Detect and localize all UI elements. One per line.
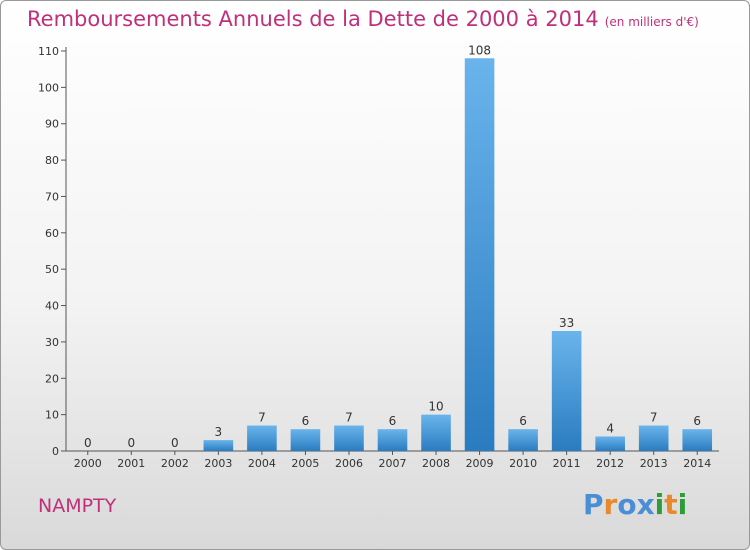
bar: [421, 414, 451, 451]
logo-letter: t: [664, 488, 678, 521]
x-tick-label: 2001: [117, 457, 145, 470]
x-tick-label: 2011: [553, 457, 581, 470]
data-label: 0: [127, 436, 135, 450]
logo-letter: i: [677, 488, 688, 521]
logo-letter: P: [583, 488, 604, 521]
data-label: 108: [468, 43, 491, 57]
chart-title: Remboursements Annuels de la Dette de 20…: [27, 7, 699, 31]
logo-letter: r: [603, 488, 618, 521]
chart-title-main: Remboursements Annuels de la Dette de 20…: [27, 7, 599, 31]
data-label: 6: [519, 414, 527, 428]
x-tick-label: 2000: [74, 457, 102, 470]
y-tick-label: 0: [52, 445, 59, 458]
y-tick-label: 10: [45, 409, 59, 422]
y-tick-label: 60: [45, 227, 59, 240]
bar: [638, 425, 669, 451]
x-tick-label: 2006: [335, 457, 363, 470]
x-tick-label: 2010: [509, 457, 537, 470]
y-tick-label: 40: [45, 300, 59, 313]
data-label: 10: [428, 400, 443, 414]
logo-letter: x: [636, 488, 655, 521]
data-label: 7: [650, 411, 658, 425]
chart-labels: 2000 0 2001 0 2002 0 2003 3 2004 7 2005 6 2006 7 2007 6…: [74, 43, 711, 470]
x-tick-label: 2008: [422, 457, 450, 470]
x-tick-label: 2014: [683, 457, 711, 470]
data-label: 6: [693, 414, 701, 428]
bar: [203, 440, 234, 451]
data-label: 6: [389, 414, 397, 428]
y-tick-label: 50: [45, 263, 59, 276]
data-label: 0: [171, 436, 179, 450]
bar: [334, 425, 364, 451]
data-label: 3: [215, 425, 223, 439]
bar: [290, 429, 321, 451]
x-tick-label: 2002: [161, 457, 189, 470]
x-tick-label: 2003: [204, 457, 232, 470]
bar: [682, 429, 713, 451]
y-tick-label: 90: [45, 118, 59, 131]
data-label: 7: [258, 411, 266, 425]
y-tick-label: 100: [38, 81, 59, 94]
bar: [464, 58, 495, 451]
x-tick-label: 2007: [379, 457, 407, 470]
bar: [377, 429, 408, 451]
chart-bars: [203, 58, 713, 451]
data-label: 6: [302, 414, 310, 428]
x-tick-label: 2005: [291, 457, 319, 470]
proxiti-logo[interactable]: Proxiti: [583, 488, 687, 521]
bar: [551, 331, 582, 451]
y-tick-label: 20: [45, 372, 59, 385]
x-tick-label: 2004: [248, 457, 276, 470]
x-tick-label: 2009: [466, 457, 494, 470]
logo-letter: o: [617, 488, 637, 521]
x-tick-label: 2012: [596, 457, 624, 470]
y-tick-label: 110: [38, 45, 59, 58]
y-tick-label: 70: [45, 190, 59, 203]
data-label: 0: [84, 436, 92, 450]
bar: [595, 436, 625, 451]
bar: [508, 429, 538, 451]
chart-unit: (en milliers d'€): [604, 15, 699, 29]
logo-letter: i: [654, 488, 665, 521]
data-label: 4: [606, 421, 614, 435]
y-tick-label: 80: [45, 154, 59, 167]
commune-name: NAMPTY: [38, 495, 117, 517]
data-label: 33: [559, 316, 574, 330]
y-tick-label: 30: [45, 336, 59, 349]
bar: [247, 425, 277, 451]
x-tick-label: 2013: [640, 457, 668, 470]
data-label: 7: [345, 411, 353, 425]
